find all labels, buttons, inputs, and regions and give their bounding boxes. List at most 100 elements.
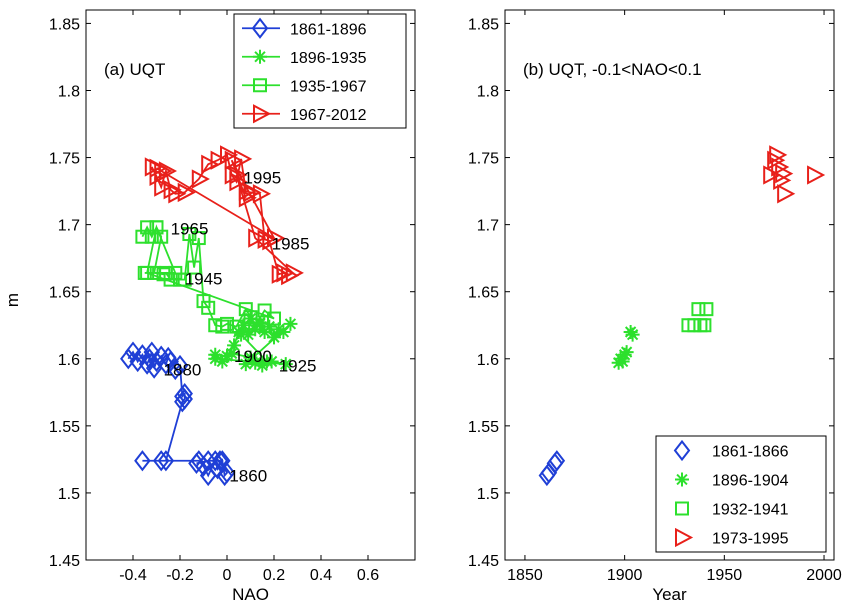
data-point <box>236 318 251 333</box>
data-point <box>177 182 196 203</box>
legend-marker <box>253 104 272 124</box>
data-point <box>168 265 183 280</box>
y-tick-label: 1.7 <box>477 218 499 235</box>
data-point <box>691 302 706 317</box>
legend-marker <box>673 439 691 462</box>
data-point <box>220 349 234 364</box>
data-point <box>188 452 205 475</box>
panel-title: (a) UQT <box>104 60 165 79</box>
x-tick-label: 1900 <box>607 567 643 584</box>
data-point <box>201 300 216 315</box>
data-point <box>238 302 253 317</box>
data-point <box>257 229 276 250</box>
data-point <box>215 319 230 334</box>
x-tick-label: -0.4 <box>119 567 147 584</box>
year-annotation: 1860 <box>229 466 267 485</box>
panel-title: (b) UQT, -0.1<NAO<0.1 <box>523 60 702 79</box>
data-point <box>276 324 291 339</box>
data-point <box>144 229 159 244</box>
legend-marker <box>675 527 694 548</box>
data-point <box>191 231 206 246</box>
data-point <box>191 169 210 189</box>
y-tick-label: 1.45 <box>49 553 80 570</box>
data-point <box>218 462 236 484</box>
x-tick-label: 0.4 <box>310 567 332 584</box>
year-annotation: 1900 <box>234 347 272 366</box>
data-point <box>229 319 244 334</box>
data-point <box>262 319 277 334</box>
data-point <box>201 154 220 174</box>
data-point <box>267 330 281 345</box>
data-point <box>140 220 155 235</box>
y-tick-label: 1.6 <box>58 352 80 369</box>
data-point <box>777 184 796 204</box>
legend-label: 1861-1866 <box>712 444 789 461</box>
data-point <box>238 188 257 208</box>
legend-marker <box>675 501 689 516</box>
data-point <box>699 302 714 317</box>
data-point <box>234 327 249 342</box>
x-axis-label: NAO <box>232 585 269 604</box>
data-point <box>199 450 217 472</box>
legend-marker <box>253 78 267 93</box>
y-tick-label: 1.6 <box>477 352 499 369</box>
data-point <box>625 327 640 342</box>
data-point <box>195 455 212 477</box>
data-point <box>773 170 792 191</box>
data-point <box>257 303 272 318</box>
data-point <box>157 450 175 472</box>
year-annotation: 1965 <box>171 220 209 239</box>
y-tick-label: 1.65 <box>468 285 499 302</box>
plot-area-frame <box>85 9 416 561</box>
data-point <box>697 318 712 333</box>
legend-label: 1932-1941 <box>712 502 789 519</box>
data-point <box>267 311 281 326</box>
data-point <box>171 354 189 377</box>
year-annotation: 1880 <box>164 361 202 380</box>
data-point <box>227 338 242 353</box>
y-tick-label: 1.55 <box>49 419 80 436</box>
data-point <box>248 318 263 333</box>
data-point <box>267 228 286 248</box>
year-annotation: 1995 <box>243 169 281 188</box>
panel-a: 1.45 1.5 1.55 1.6 1.65 1.7 1.75 1.8 1.85 -0.4 -0.2… <box>49 9 416 604</box>
data-point <box>283 316 298 331</box>
x-tick-label: 1950 <box>707 567 743 584</box>
data-point <box>767 150 786 170</box>
data-point <box>174 391 191 413</box>
data-point <box>135 229 150 244</box>
data-point <box>167 358 184 381</box>
data-point <box>229 165 248 185</box>
y-tick-label: 1.5 <box>58 486 80 503</box>
y-tick-label: 1.5 <box>477 486 499 503</box>
x-tick-label: 2000 <box>806 567 842 584</box>
data-point <box>182 227 197 242</box>
year-annotation: 1985 <box>272 234 310 253</box>
y-tick-label: 1.75 <box>49 151 80 168</box>
data-point <box>807 165 826 185</box>
data-point <box>220 145 239 165</box>
data-point <box>615 354 630 369</box>
data-point <box>243 350 258 365</box>
data-point <box>252 316 267 331</box>
data-point <box>149 220 164 235</box>
data-point <box>238 357 253 372</box>
legend-marker <box>253 49 267 64</box>
data-point <box>120 348 137 370</box>
x-tick-label: 0.6 <box>357 567 379 584</box>
data-point <box>771 157 790 177</box>
data-point <box>137 265 152 280</box>
data-point <box>124 341 142 363</box>
data-point <box>163 180 182 200</box>
legend-label: 1861-1896 <box>290 21 367 38</box>
panel-b: 1.45 1.5 1.55 1.6 1.65 1.7 1.75 1.8 1.85 1850 1900… <box>468 9 842 604</box>
y-tick-label: 1.85 <box>468 16 499 33</box>
data-point <box>243 310 258 325</box>
legend-label: 1967-2012 <box>290 107 367 124</box>
data-point <box>134 450 151 472</box>
data-point <box>271 264 290 284</box>
data-point <box>769 145 788 165</box>
y-tick-label: 1.65 <box>49 285 80 302</box>
data-point <box>168 184 187 204</box>
x-tick-label: 0 <box>223 567 232 584</box>
